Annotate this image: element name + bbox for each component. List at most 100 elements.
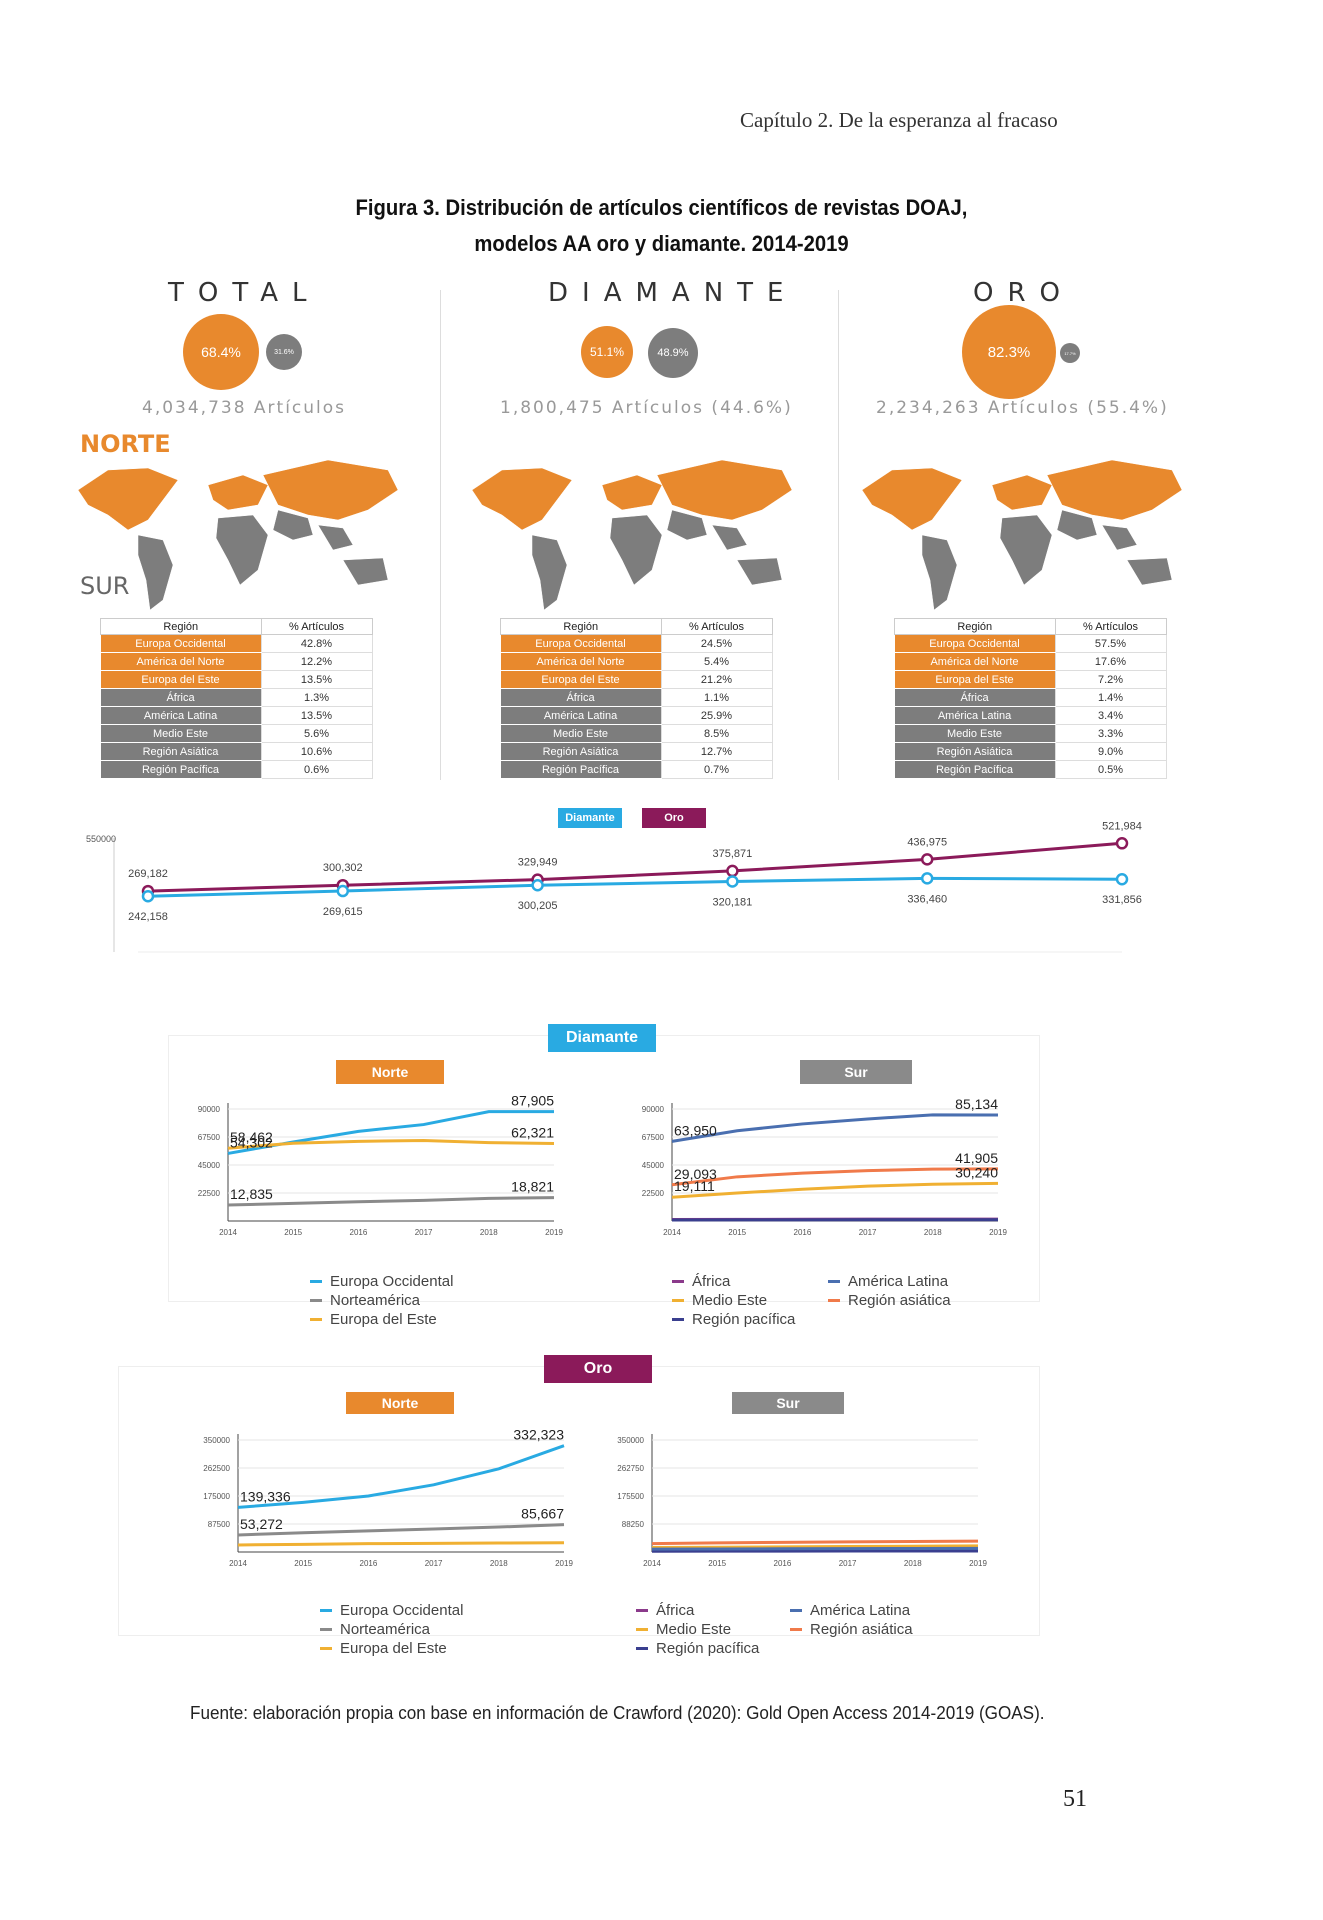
table-row: América Latina 25.9% — [500, 706, 773, 725]
table-cell-pct: 12.2% — [260, 652, 373, 671]
legend-item: América Latina — [790, 1601, 913, 1620]
bubble-oro-norte: 82.3% — [962, 305, 1056, 399]
x-tick-label: 2017 — [415, 1228, 433, 1237]
map-region — [272, 509, 314, 541]
section-label-oro: Oro — [544, 1355, 652, 1383]
data-label: 29,093 — [674, 1166, 717, 1182]
column-divider — [440, 290, 441, 780]
legend-diamante-sur-right: América Latina Región asiática — [828, 1272, 951, 1310]
table-header-pct: % Artículos — [260, 618, 373, 635]
bubble-diamante-norte: 51.1% — [581, 326, 633, 378]
table-cell-region: Europa Occidental — [100, 634, 261, 653]
data-label: 331,856 — [1102, 894, 1142, 906]
table-cell-region: Región Pacífica — [894, 760, 1055, 779]
table-cell-pct: 13.5% — [260, 706, 373, 725]
y-tick-label: 350000 — [617, 1436, 644, 1445]
legend-oro-sur-left: África Medio Este Región pacífica — [636, 1601, 759, 1658]
table-cell-region: América Latina — [500, 706, 661, 725]
map-region — [1056, 509, 1098, 541]
y-tick-label: 262500 — [203, 1464, 230, 1473]
data-label: 18,821 — [511, 1179, 554, 1195]
legend-item: Europa del Este — [320, 1639, 463, 1658]
legend-item: Norteamérica — [310, 1291, 453, 1310]
y-tick-label: 90000 — [198, 1105, 221, 1114]
legend-item: Medio Este — [672, 1291, 795, 1310]
x-tick-label: 2017 — [839, 1559, 857, 1568]
legend-item: Región asiática — [790, 1620, 913, 1639]
y-tick-label: 67500 — [198, 1133, 221, 1142]
table-cell-region: América del Norte — [100, 652, 261, 671]
legend-item: Europa Occidental — [320, 1601, 463, 1620]
series-line — [671, 1113, 999, 1143]
legend-oro: Oro — [642, 808, 706, 828]
table-cell-region: Europa del Este — [100, 670, 261, 689]
x-tick-label: 2017 — [425, 1559, 443, 1568]
x-tick-label: 2019 — [545, 1228, 563, 1237]
table-row: Europa Occidental 42.8% — [100, 634, 373, 653]
data-point — [920, 872, 934, 885]
line-chart-oro-sur: 88250 175500 262750 350000 2014 2015 2016 2017 2… — [617, 1434, 987, 1568]
data-label: 320,181 — [713, 896, 753, 908]
bubble-total-sur: 31.6% — [266, 334, 302, 370]
section-label-diamante: Diamante — [548, 1024, 656, 1052]
table-cell-region: Europa del Este — [894, 670, 1055, 689]
legend-item: Región asiática — [828, 1291, 951, 1310]
panel-title-oro: ORO — [973, 278, 1074, 308]
table-row: Región Pacífica 0.5% — [894, 760, 1167, 779]
table-header-region: Región — [894, 618, 1056, 635]
map-region — [317, 524, 354, 551]
x-tick-label: 2018 — [924, 1228, 942, 1237]
count-total: 4,034,738 Artículos — [142, 398, 347, 418]
legend-oro-norte: Europa Occidental Norteamérica Europa de… — [320, 1601, 463, 1658]
table-cell-pct: 13.5% — [260, 670, 373, 689]
table-row: África 1.1% — [500, 688, 773, 707]
map-region — [342, 557, 389, 586]
data-label: 521,984 — [1102, 820, 1142, 832]
legend-diamante: Diamante — [558, 808, 622, 828]
line-chart-diamante-sur: 22500 45000 67500 90000 2014 2015 2016 2017 2018… — [642, 1096, 1008, 1237]
column-divider — [838, 290, 839, 780]
region-table-oro: Región% Artículos Europa Occidental 57.5%… — [894, 618, 1167, 779]
table-cell-region: Europa del Este — [500, 670, 661, 689]
line-chart-oro-norte: 87500 175000 262500 350000 2014 2015 2016 2017 2… — [203, 1427, 573, 1568]
table-cell-pct: 1.4% — [1054, 688, 1167, 707]
table-cell-pct: 9.0% — [1054, 742, 1167, 761]
x-tick-label: 2019 — [969, 1559, 987, 1568]
data-label: 87,905 — [511, 1093, 554, 1109]
map-region — [215, 514, 269, 586]
series-line — [651, 1546, 979, 1551]
map-region — [666, 509, 708, 541]
table-cell-pct: 57.5% — [1054, 634, 1167, 653]
table-cell-region: Europa Occidental — [500, 634, 661, 653]
data-label: 58,462 — [230, 1129, 273, 1145]
table-cell-region: América del Norte — [894, 652, 1055, 671]
series-line — [237, 1523, 565, 1537]
x-tick-label: 2015 — [728, 1228, 746, 1237]
region-table-total: Región% Artículos Europa Occidental 42.8%… — [100, 618, 373, 779]
source-note: Fuente: elaboración propia con base en i… — [190, 1703, 1045, 1723]
table-row: América Latina 13.5% — [100, 706, 373, 725]
bubble-diamante-sur: 48.9% — [648, 328, 698, 378]
table-cell-pct: 42.8% — [260, 634, 373, 653]
table-cell-pct: 1.3% — [260, 688, 373, 707]
table-row: América del Norte 17.6% — [894, 652, 1167, 671]
series-line — [237, 1444, 565, 1509]
data-label: 332,323 — [513, 1427, 564, 1443]
world-map-icon — [471, 459, 793, 611]
data-point — [726, 875, 739, 888]
data-label: 375,871 — [713, 848, 753, 860]
legend-item: América Latina — [828, 1272, 951, 1291]
table-cell-pct: 3.3% — [1054, 724, 1167, 743]
table-cell-pct: 5.4% — [660, 652, 773, 671]
y-tick-label: 88250 — [622, 1520, 645, 1529]
table-row: Europa Occidental 24.5% — [500, 634, 773, 653]
legend-item: Región pacífica — [636, 1639, 759, 1658]
table-row: Europa del Este 21.2% — [500, 670, 773, 689]
map-region — [77, 467, 179, 531]
table-cell-pct: 5.6% — [260, 724, 373, 743]
data-point — [1115, 837, 1129, 850]
world-map-icon — [77, 459, 399, 611]
table-cell-pct: 0.5% — [1054, 760, 1167, 779]
table-cell-region: África — [500, 688, 661, 707]
data-label: 300,302 — [323, 862, 363, 874]
